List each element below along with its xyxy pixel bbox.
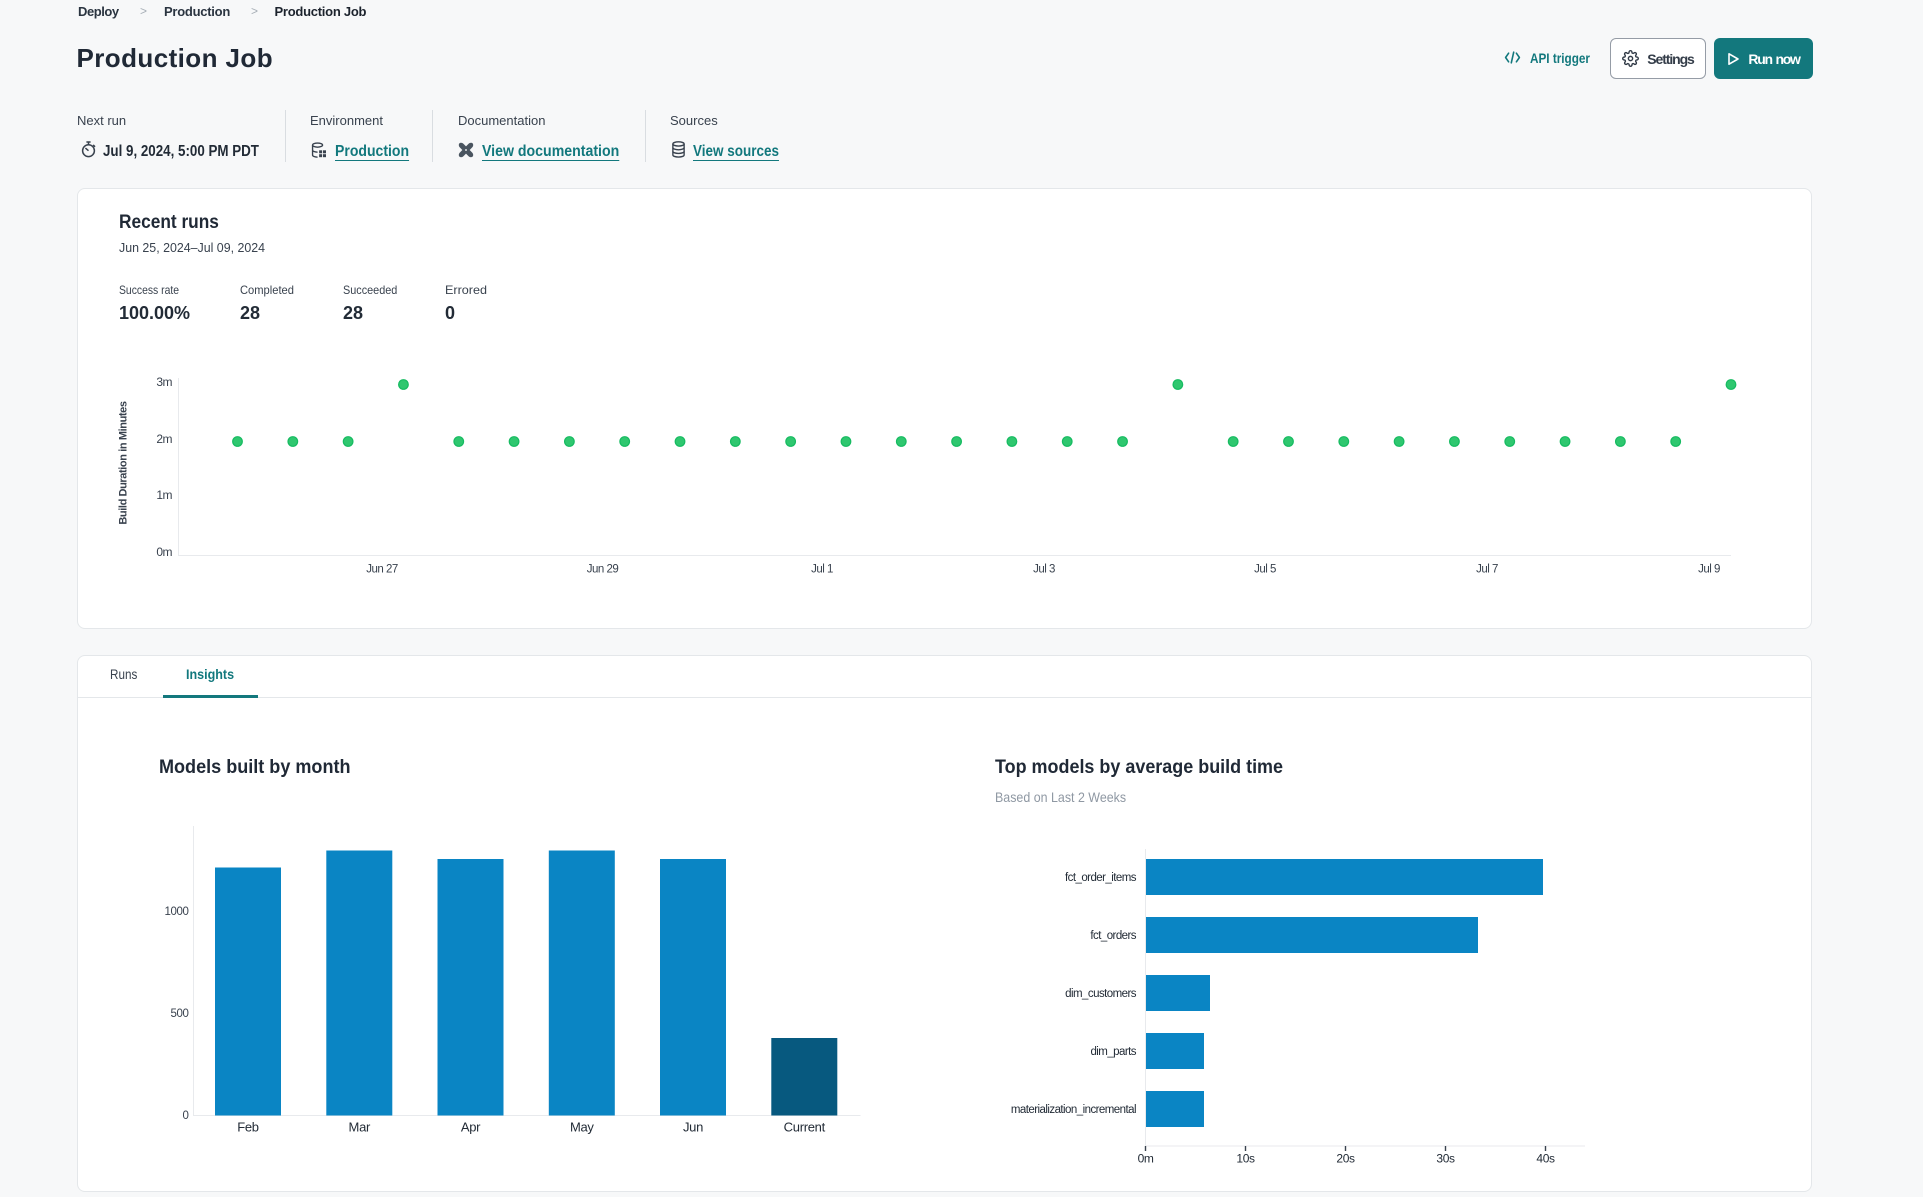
svg-text:500: 500 bbox=[171, 1008, 189, 1020]
svg-text:fct_orders: fct_orders bbox=[1090, 930, 1136, 942]
svg-text:0m: 0m bbox=[1138, 1152, 1154, 1166]
svg-text:1m: 1m bbox=[156, 488, 172, 502]
svg-text:0: 0 bbox=[183, 1110, 189, 1122]
svg-text:Build Duration in Minutes: Build Duration in Minutes bbox=[118, 401, 130, 524]
svg-text:Jun 27: Jun 27 bbox=[366, 564, 398, 576]
svg-text:Jun: Jun bbox=[683, 1120, 703, 1135]
svg-text:40s: 40s bbox=[1536, 1152, 1555, 1166]
svg-text:Jun 29: Jun 29 bbox=[587, 564, 619, 576]
svg-text:0m: 0m bbox=[156, 545, 172, 559]
svg-text:dim_customers: dim_customers bbox=[1065, 988, 1137, 1000]
svg-text:May: May bbox=[570, 1120, 594, 1135]
svg-text:3m: 3m bbox=[156, 375, 172, 389]
svg-text:materialization_incremental: materialization_incremental bbox=[1011, 1104, 1136, 1116]
svg-text:Jul 9: Jul 9 bbox=[1698, 564, 1720, 576]
svg-text:Current: Current bbox=[784, 1120, 826, 1135]
svg-text:dim_parts: dim_parts bbox=[1090, 1046, 1136, 1058]
svg-text:Jul 1: Jul 1 bbox=[811, 564, 833, 576]
svg-text:Jul 7: Jul 7 bbox=[1476, 564, 1498, 576]
svg-text:fct_order_items: fct_order_items bbox=[1065, 872, 1137, 884]
svg-text:10s: 10s bbox=[1236, 1152, 1255, 1166]
svg-text:Jul 3: Jul 3 bbox=[1033, 564, 1055, 576]
svg-text:Mar: Mar bbox=[349, 1120, 371, 1135]
svg-text:30s: 30s bbox=[1436, 1152, 1455, 1166]
svg-text:20s: 20s bbox=[1336, 1152, 1355, 1166]
svg-text:Jul 5: Jul 5 bbox=[1254, 564, 1276, 576]
svg-text:2m: 2m bbox=[156, 432, 172, 446]
svg-text:1000: 1000 bbox=[165, 906, 189, 918]
svg-text:Feb: Feb bbox=[237, 1120, 259, 1135]
svg-text:Apr: Apr bbox=[461, 1120, 481, 1135]
